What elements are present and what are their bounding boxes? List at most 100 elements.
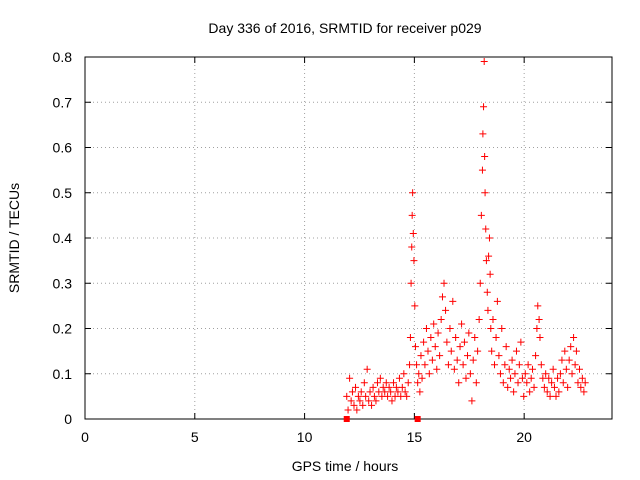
data-point	[373, 379, 381, 387]
data-point	[552, 392, 560, 400]
data-point	[410, 257, 418, 265]
data-point	[505, 365, 513, 373]
data-point	[443, 338, 451, 346]
data-point	[485, 234, 493, 242]
data-point	[387, 388, 395, 396]
data-point	[581, 379, 589, 387]
data-point	[549, 365, 557, 373]
data-point	[359, 401, 367, 409]
x-tick-label: 0	[81, 429, 89, 445]
data-point	[480, 58, 488, 66]
data-point	[481, 189, 489, 197]
data-point	[482, 225, 490, 233]
data-point	[434, 329, 442, 337]
data-point	[357, 388, 365, 396]
data-point	[416, 388, 424, 396]
data-point	[433, 365, 441, 373]
data-point	[414, 416, 421, 422]
x-axis-label: GPS time / hours	[292, 458, 399, 474]
data-point	[478, 166, 486, 174]
data-point	[362, 392, 370, 400]
data-point	[464, 352, 472, 360]
data-point	[468, 397, 476, 405]
data-point	[348, 388, 356, 396]
data-point	[567, 343, 575, 351]
data-point	[354, 392, 362, 400]
data-point	[518, 374, 526, 382]
data-point	[533, 325, 541, 332]
data-point	[469, 356, 477, 364]
data-point	[536, 334, 544, 342]
data-point	[400, 370, 408, 378]
data-point	[508, 356, 516, 364]
data-point	[366, 388, 374, 396]
y-tick-label: 0.4	[53, 230, 73, 246]
data-point	[524, 361, 532, 369]
data-point	[545, 374, 553, 382]
data-point	[493, 297, 501, 305]
data-point	[527, 374, 535, 382]
data-point	[415, 370, 423, 378]
data-point	[346, 374, 354, 382]
data-point	[578, 374, 586, 382]
data-point	[477, 211, 485, 219]
data-point	[476, 279, 484, 287]
data-point	[427, 334, 435, 342]
data-point	[381, 388, 389, 396]
data-point	[559, 379, 567, 387]
data-point	[475, 315, 483, 323]
data-point	[375, 388, 383, 396]
data-point	[512, 347, 520, 355]
data-point	[570, 334, 578, 342]
data-point	[406, 334, 414, 342]
data-point	[487, 325, 495, 332]
data-point	[365, 397, 373, 405]
data-point	[363, 365, 371, 373]
data-point	[385, 383, 393, 391]
data-point	[440, 279, 448, 287]
data-point	[574, 379, 582, 387]
y-tick-label: 0.7	[53, 94, 73, 110]
data-point	[436, 352, 444, 360]
data-point	[530, 383, 538, 391]
data-point	[352, 383, 360, 391]
data-point	[452, 334, 460, 342]
x-tick-label: 15	[407, 429, 423, 445]
data-point	[535, 315, 543, 323]
data-point	[453, 356, 461, 364]
grid-layer	[85, 57, 612, 419]
data-point	[392, 383, 400, 391]
data-point	[483, 288, 491, 296]
data-point	[418, 374, 426, 382]
data-point	[501, 361, 509, 369]
data-point	[456, 343, 464, 351]
data-point	[411, 343, 419, 351]
data-point	[382, 379, 390, 387]
data-point	[420, 338, 428, 346]
data-point	[550, 383, 558, 391]
data-point	[576, 365, 584, 373]
data-point	[485, 252, 493, 260]
data-point	[408, 243, 416, 251]
data-point	[350, 401, 358, 409]
data-point	[384, 392, 392, 400]
data-point	[424, 347, 432, 355]
data-point	[343, 416, 350, 422]
data-point	[379, 383, 387, 391]
data-point	[437, 315, 445, 323]
data-point	[414, 379, 422, 387]
data-point	[422, 325, 430, 332]
data-point	[360, 379, 368, 387]
data-point	[466, 370, 474, 378]
data-point	[388, 397, 396, 405]
data-point	[404, 379, 412, 387]
data-point	[444, 361, 452, 369]
data-point	[353, 406, 361, 414]
y-tick-label: 0.2	[53, 321, 73, 337]
data-point	[417, 352, 425, 360]
tick-layer	[84, 56, 612, 420]
y-axis-label: SRMTID / TECUs	[6, 183, 22, 293]
data-point	[542, 370, 550, 378]
data-point	[488, 347, 496, 355]
data-point	[446, 325, 454, 332]
